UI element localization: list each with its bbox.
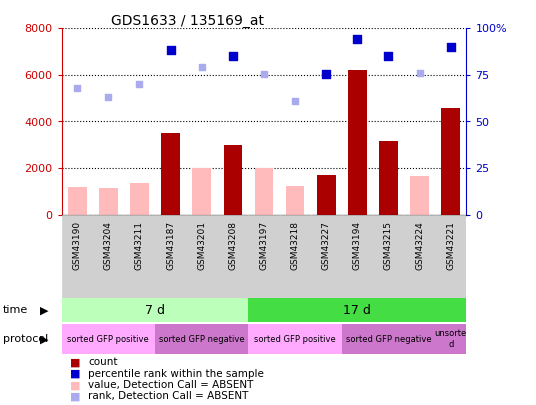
Bar [155, 324, 248, 354]
Bar [62, 215, 93, 298]
Text: unsorte
d: unsorte d [435, 330, 467, 349]
Text: GSM43215: GSM43215 [384, 221, 393, 270]
Text: GSM43208: GSM43208 [228, 221, 237, 270]
Bar [99, 188, 118, 215]
Text: ■: ■ [70, 392, 80, 401]
Bar [404, 215, 435, 298]
Text: GSM43221: GSM43221 [446, 221, 455, 270]
Bar [130, 183, 149, 215]
Text: count: count [88, 358, 118, 367]
Point [322, 71, 331, 77]
Point [104, 94, 113, 100]
Text: GSM43194: GSM43194 [353, 221, 362, 270]
Text: GSM43190: GSM43190 [73, 221, 81, 271]
Bar [68, 187, 86, 215]
Point [197, 64, 206, 71]
Text: GSM43224: GSM43224 [415, 221, 424, 270]
Text: ▶: ▶ [40, 305, 49, 315]
Text: protocol: protocol [3, 334, 48, 344]
Text: ■: ■ [70, 380, 80, 390]
Point [415, 70, 424, 76]
Point [260, 71, 269, 77]
Point [166, 47, 175, 53]
Bar [379, 141, 398, 215]
Text: ▶: ▶ [40, 334, 49, 344]
Text: 7 d: 7 d [145, 304, 165, 317]
Point [291, 98, 300, 104]
Bar [342, 324, 435, 354]
Text: percentile rank within the sample: percentile rank within the sample [88, 369, 264, 379]
Text: GSM43211: GSM43211 [135, 221, 144, 270]
Bar [192, 168, 211, 215]
Bar [217, 215, 248, 298]
Bar [155, 215, 186, 298]
Bar [410, 176, 429, 215]
Text: GSM43197: GSM43197 [259, 221, 269, 271]
Text: GDS1633 / 135169_at: GDS1633 / 135169_at [111, 14, 264, 28]
Bar [311, 215, 342, 298]
Bar [62, 324, 155, 354]
Text: sorted GFP negative: sorted GFP negative [159, 335, 244, 344]
Bar [435, 215, 466, 298]
Bar [317, 175, 336, 215]
Point [228, 53, 237, 60]
Text: GSM43227: GSM43227 [322, 221, 331, 270]
Text: GSM43201: GSM43201 [197, 221, 206, 270]
Text: value, Detection Call = ABSENT: value, Detection Call = ABSENT [88, 380, 254, 390]
Point [446, 44, 455, 50]
Bar [248, 215, 280, 298]
Bar [248, 324, 342, 354]
Text: rank, Detection Call = ABSENT: rank, Detection Call = ABSENT [88, 392, 249, 401]
Bar [373, 215, 404, 298]
Text: GSM43204: GSM43204 [104, 221, 113, 270]
Text: ■: ■ [70, 358, 80, 367]
Bar [224, 145, 242, 215]
Point [353, 35, 362, 42]
Text: 17 d: 17 d [344, 304, 371, 317]
Bar [442, 107, 460, 215]
Bar [124, 215, 155, 298]
Bar [286, 185, 304, 215]
Point [73, 85, 81, 91]
Bar [255, 168, 273, 215]
Point [384, 53, 393, 60]
Bar [280, 215, 311, 298]
Bar [342, 215, 373, 298]
Bar [93, 215, 124, 298]
Text: GSM43218: GSM43218 [291, 221, 300, 270]
Bar [348, 70, 367, 215]
Text: sorted GFP positive: sorted GFP positive [254, 335, 336, 344]
Bar [161, 133, 180, 215]
Text: sorted GFP positive: sorted GFP positive [68, 335, 149, 344]
Bar [62, 298, 248, 322]
Bar [435, 324, 466, 354]
Bar [186, 215, 217, 298]
Text: GSM43187: GSM43187 [166, 221, 175, 271]
Bar [248, 298, 466, 322]
Text: ■: ■ [70, 369, 80, 379]
Text: sorted GFP negative: sorted GFP negative [346, 335, 431, 344]
Text: time: time [3, 305, 28, 315]
Point [135, 81, 144, 87]
